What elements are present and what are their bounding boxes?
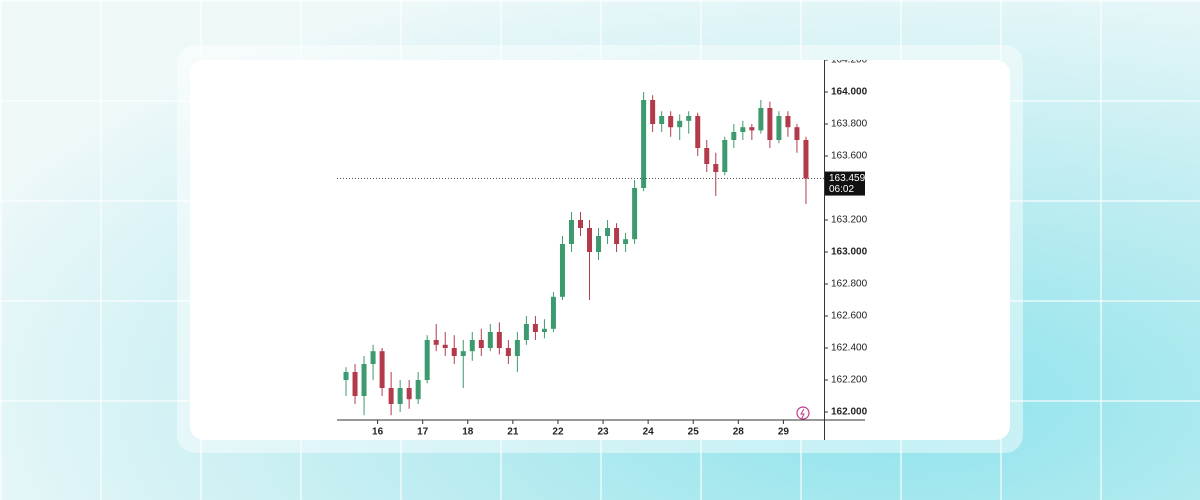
x-tick-label: 16 [372, 427, 384, 438]
candle-body [641, 100, 647, 188]
y-tick-label: 163.800 [831, 119, 868, 130]
x-tick-label: 23 [597, 427, 609, 438]
y-tick-label: 162.200 [831, 375, 868, 386]
candle-body [460, 351, 466, 356]
y-tick-label: 164.000 [831, 87, 868, 98]
x-tick-label: 21 [507, 427, 519, 438]
candle-body [505, 348, 511, 356]
x-tick-label: 18 [462, 427, 474, 438]
price-label-box [825, 171, 865, 196]
y-tick-label: 164.200 [831, 55, 868, 66]
candle-body [722, 140, 728, 172]
candle-body [397, 388, 403, 404]
candle-body [785, 116, 791, 128]
x-tick-label: 22 [552, 427, 564, 438]
y-tick-label: 162.400 [831, 343, 868, 354]
candle-body [632, 188, 638, 240]
y-tick-label: 163.000 [831, 247, 868, 258]
candle-body [379, 351, 385, 388]
candle-body [767, 108, 773, 140]
y-tick-label: 162.600 [831, 311, 868, 322]
candle-body [740, 127, 746, 132]
candle-body [803, 140, 809, 179]
candle-body [578, 220, 583, 228]
candle-body [478, 340, 484, 348]
x-tick-label: 28 [733, 427, 745, 438]
candle-body [668, 116, 674, 128]
candle-body [704, 148, 710, 164]
y-tick-label: 163.200 [831, 215, 868, 226]
candle-body [677, 120, 683, 128]
candle-body [587, 228, 593, 252]
candle-body [614, 228, 620, 244]
candle-body [433, 340, 439, 345]
candle-body [532, 324, 538, 332]
candle-body [343, 372, 349, 380]
plot: 162.000 162.200 162.400 162.600 162.800 163.0… [337, 55, 868, 440]
candle-body [559, 244, 565, 297]
candle-body [487, 332, 493, 348]
candle-body [442, 344, 448, 348]
candle-body [758, 108, 764, 131]
candle-body [406, 388, 412, 400]
candle-body [659, 116, 665, 124]
candle-body [388, 388, 394, 404]
candle-body [361, 364, 367, 396]
candle-body [415, 380, 421, 400]
y-tick-label: 162.000 [831, 407, 868, 418]
x-tick-label: 17 [417, 427, 429, 438]
candle-body [352, 372, 358, 396]
y-tick-label: 163.600 [831, 151, 868, 162]
candle-body [596, 236, 602, 252]
countdown-label: 06:02 [829, 184, 854, 195]
candle-body [550, 296, 556, 329]
candle-body [568, 220, 574, 244]
candle-body [370, 351, 376, 364]
candle-body [749, 127, 755, 131]
candle-body [713, 164, 719, 172]
candle-body [794, 127, 800, 140]
candle-body [686, 116, 692, 121]
candle-body [623, 239, 629, 244]
candle-body [605, 228, 611, 236]
x-tick-label: 25 [688, 427, 700, 438]
candle-body [469, 340, 475, 352]
candle-body [424, 340, 430, 380]
x-tick-label: 24 [643, 427, 655, 438]
candle-body [695, 116, 701, 148]
candle-body [650, 100, 656, 124]
y-tick-label: 162.800 [831, 279, 868, 290]
candle-body [496, 332, 502, 348]
candle-body [514, 340, 520, 356]
candle-body [541, 328, 547, 332]
candle-body [523, 324, 529, 340]
candle-body [776, 116, 782, 140]
x-tick-label: 29 [778, 427, 790, 438]
candle-body [451, 348, 457, 356]
candle-body [731, 132, 737, 140]
price-label: 163.459 [829, 173, 866, 184]
icon [796, 406, 810, 420]
